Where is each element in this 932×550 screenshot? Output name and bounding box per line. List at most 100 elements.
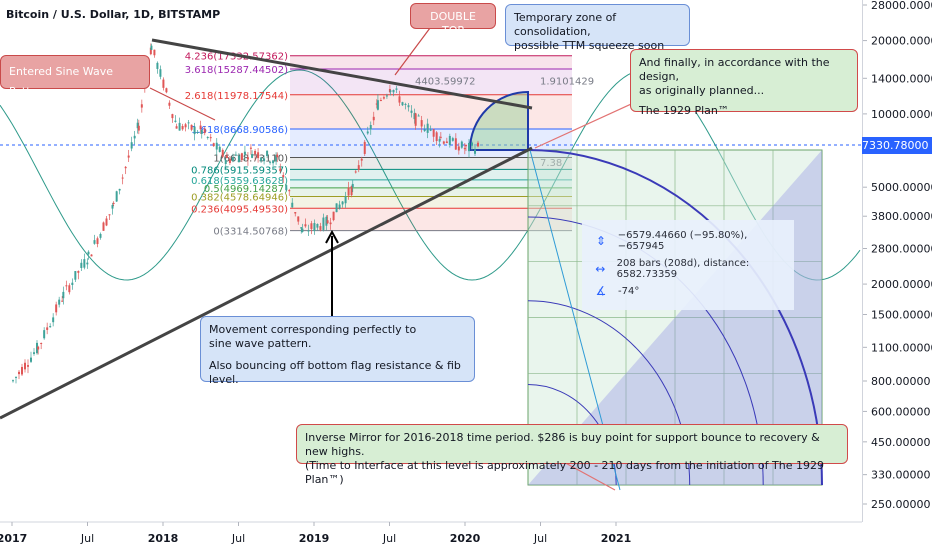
fib-level-label: 1.618(8668.90586) bbox=[191, 125, 288, 136]
candle-body bbox=[347, 187, 350, 196]
price-annotation: 1.9101429 bbox=[540, 77, 594, 88]
candle-body bbox=[420, 120, 423, 127]
candle-body bbox=[196, 131, 199, 133]
candle-body bbox=[199, 125, 202, 130]
price-tick-label: 600.00000 bbox=[871, 405, 931, 418]
candle-body bbox=[175, 126, 178, 129]
candle-body bbox=[225, 155, 228, 159]
candle-body bbox=[460, 141, 463, 148]
candle-body bbox=[266, 150, 269, 156]
measure-bars: 208 bars (208d), distance: 6582.73359 bbox=[616, 258, 750, 280]
candle-body bbox=[417, 115, 420, 117]
candle-body bbox=[150, 45, 153, 50]
candle-body bbox=[24, 362, 26, 370]
angle-icon: ∡ bbox=[595, 284, 607, 298]
consolidation-callout[interactable]: Temporary zone of consolidation, possibl… bbox=[505, 4, 690, 52]
candle-body bbox=[251, 154, 254, 158]
price-tick-label: 28000.00000 bbox=[871, 0, 932, 12]
candle-body bbox=[111, 204, 114, 209]
candle-body bbox=[90, 254, 93, 257]
candle-body bbox=[49, 326, 52, 328]
candle-body bbox=[133, 135, 136, 139]
candle-body bbox=[200, 129, 203, 134]
fib-band bbox=[290, 196, 572, 209]
candle-body bbox=[426, 123, 429, 133]
gann-arc bbox=[527, 384, 617, 486]
candle-body bbox=[243, 151, 246, 155]
fib-level-label: 0.5(4969.14287) bbox=[204, 184, 288, 195]
callout-text: Entered Sine Wave Pattern bbox=[9, 65, 113, 98]
movement-callout[interactable]: Movement corresponding perfectly to sine… bbox=[200, 316, 475, 386]
candle-body bbox=[319, 226, 322, 230]
callout-text: (Time to Interface at this level is appr… bbox=[305, 459, 824, 486]
price-axis[interactable]: 28000.00000 20000.00000 14000.00000 10000.0… bbox=[862, 0, 932, 522]
candle-body bbox=[282, 175, 285, 178]
candle-body bbox=[404, 103, 407, 105]
candle-body bbox=[375, 103, 378, 105]
double-top-callout[interactable]: DOUBLE TOP bbox=[410, 3, 496, 37]
candle-body bbox=[237, 155, 240, 163]
candle-body bbox=[325, 216, 328, 226]
fib-band bbox=[290, 169, 572, 180]
candle-body bbox=[301, 228, 304, 233]
candle-body bbox=[291, 202, 294, 208]
candle-body bbox=[190, 124, 193, 130]
fib-level-label: 0(3314.50768) bbox=[213, 227, 288, 238]
price-tick-label: 800.00000 bbox=[871, 375, 931, 388]
candle-body bbox=[260, 157, 263, 161]
callout-text: Also bouncing off bottom flag resistance… bbox=[209, 359, 461, 386]
candle-body bbox=[156, 62, 159, 69]
fib-level-label: 2.618(11978.17544) bbox=[185, 91, 288, 102]
candle-body bbox=[294, 212, 297, 214]
fib-level-label: 1(6618.73110) bbox=[213, 154, 288, 165]
candle-body bbox=[234, 154, 237, 156]
candle-body bbox=[203, 128, 206, 134]
candle-body bbox=[46, 327, 49, 330]
fib-band bbox=[290, 157, 572, 170]
candle-body bbox=[389, 90, 392, 92]
callout-text: possible TTM squeeze soon bbox=[514, 39, 665, 52]
candle-body bbox=[471, 142, 473, 146]
candle-body bbox=[115, 191, 118, 202]
candle-body bbox=[184, 124, 187, 128]
candle-body bbox=[240, 153, 243, 160]
candle-body bbox=[269, 161, 272, 163]
candle-body bbox=[351, 183, 354, 188]
candle-body bbox=[401, 102, 404, 106]
candle-body bbox=[445, 141, 448, 144]
candle-body bbox=[350, 186, 353, 196]
callout-text: The 1929 Plan™ bbox=[639, 104, 729, 117]
chart-title: Bitcoin / U.S. Dollar, 1D, BITSTAMP bbox=[6, 8, 221, 21]
candle-body bbox=[414, 113, 417, 126]
candle-body bbox=[178, 122, 181, 131]
candle-body bbox=[438, 139, 441, 142]
candle-body bbox=[366, 131, 369, 134]
final-plan-callout[interactable]: And finally, in accordance with the desi… bbox=[630, 49, 858, 117]
fib-band bbox=[290, 94, 572, 129]
upper-trendline bbox=[151, 38, 533, 110]
candle-body bbox=[118, 188, 121, 191]
candle-body bbox=[385, 95, 388, 97]
candle-body bbox=[276, 154, 279, 158]
price-tick-label: 450.00000 bbox=[871, 436, 931, 449]
candle-body bbox=[149, 47, 152, 55]
callout-text: Temporary zone of consolidation, bbox=[514, 11, 617, 38]
candle-body bbox=[171, 114, 174, 119]
candle-body bbox=[263, 158, 266, 162]
callout-pointer bbox=[559, 459, 616, 491]
inverse-mirror-callout[interactable]: Inverse Mirror for 2016-2018 time period… bbox=[296, 424, 848, 486]
callout-text: DOUBLE TOP bbox=[430, 10, 476, 37]
candle-body bbox=[369, 124, 372, 130]
candle-body bbox=[454, 138, 457, 150]
lower-trendline bbox=[0, 146, 533, 420]
candle-body bbox=[21, 366, 23, 375]
time-tick-label: 2019 bbox=[299, 532, 330, 545]
candle-body bbox=[231, 157, 234, 161]
candle-body bbox=[326, 220, 329, 224]
callout-text: sine wave pattern. bbox=[209, 337, 312, 350]
sine-entered-callout[interactable]: Entered Sine Wave Pattern bbox=[0, 55, 150, 98]
candle-body bbox=[27, 365, 29, 367]
candle-body bbox=[218, 146, 221, 153]
measure-range: −6579.44660 (−95.80%), −657945 bbox=[617, 230, 748, 252]
candle-body bbox=[304, 224, 307, 227]
